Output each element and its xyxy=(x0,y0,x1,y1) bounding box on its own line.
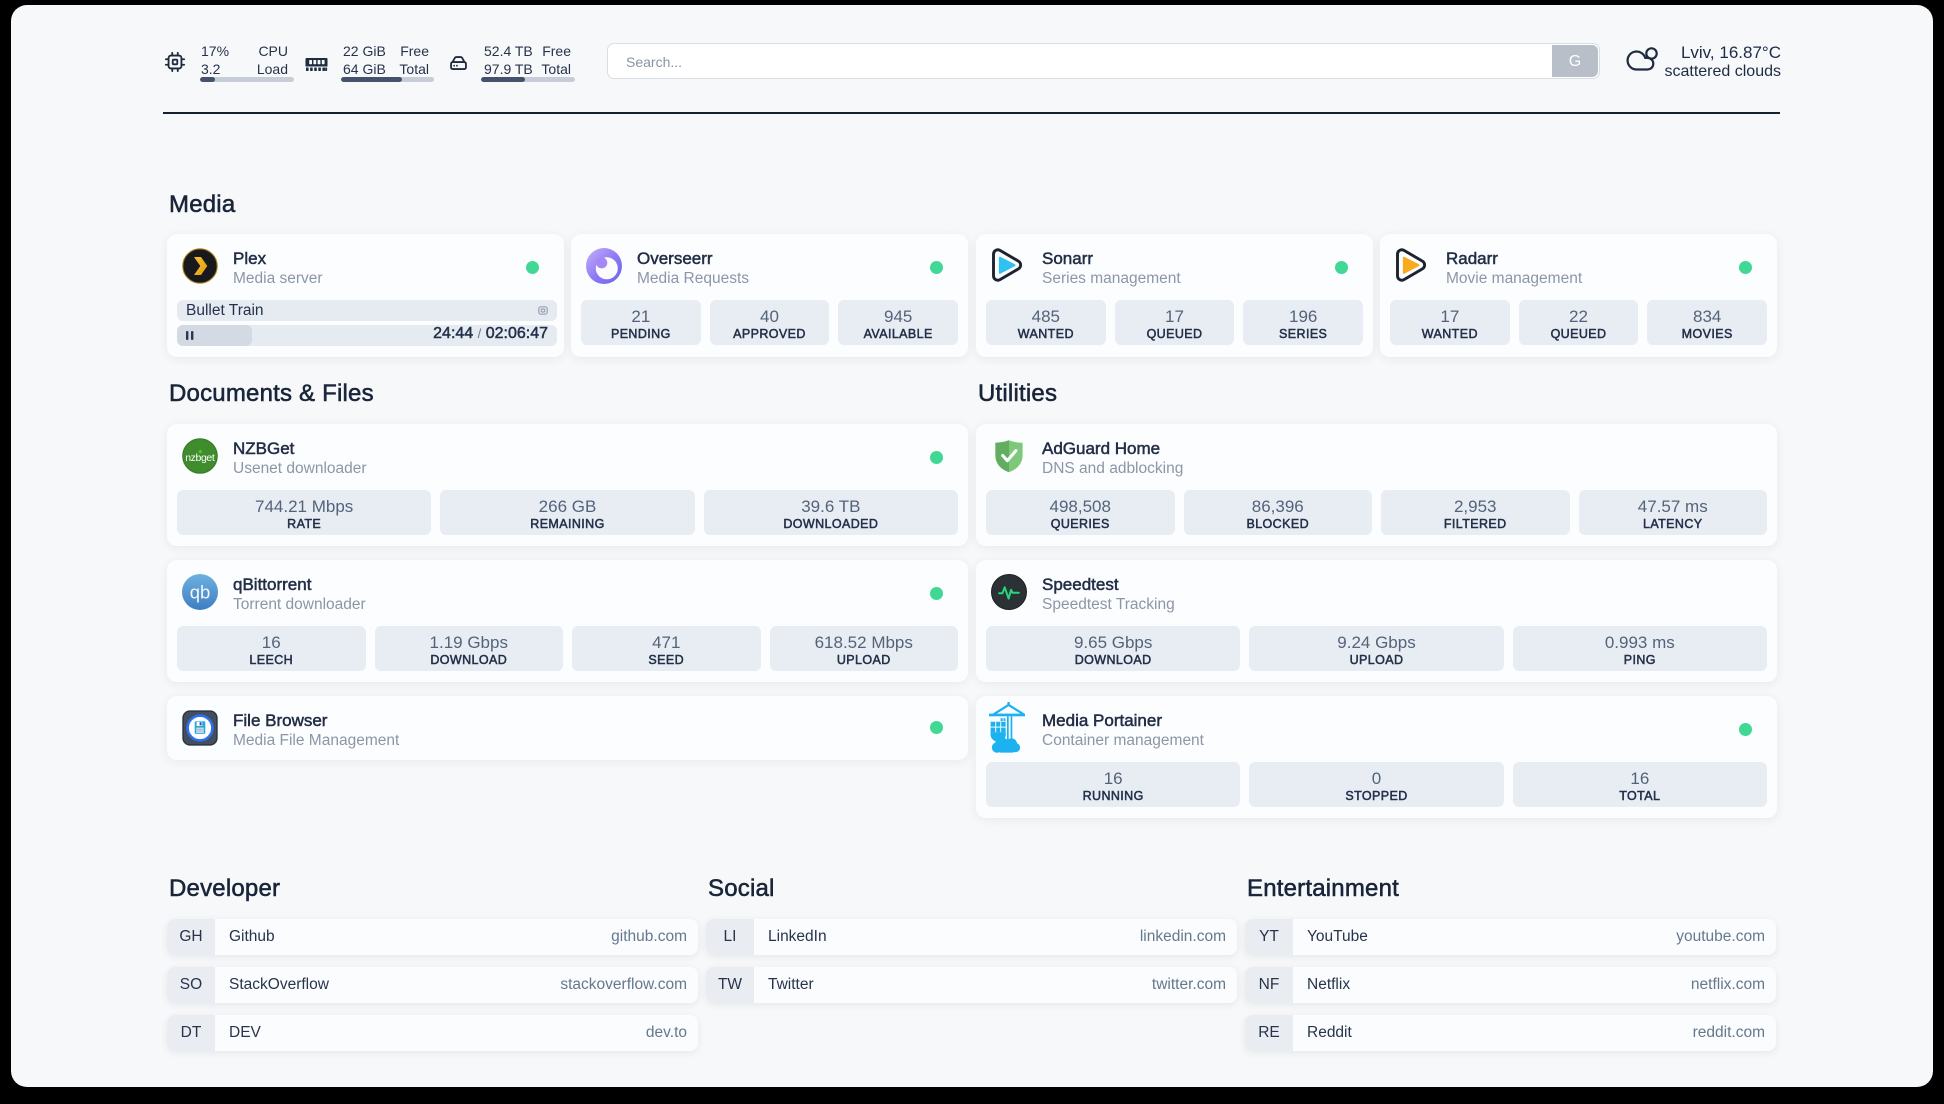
svg-text:qb: qb xyxy=(190,582,211,603)
svg-text:nzbget: nzbget xyxy=(185,452,215,464)
